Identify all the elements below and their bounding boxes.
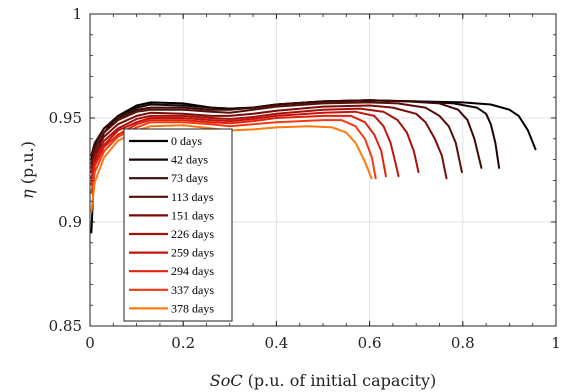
- legend-label: 294 days: [171, 264, 214, 278]
- legend-label: 113 days: [171, 190, 214, 204]
- x-tick-label: 0.8: [451, 334, 475, 352]
- y-axis-label: η (p.u.): [18, 141, 37, 199]
- series-lines: [90, 99, 537, 234]
- series-line: [90, 107, 420, 174]
- legend-label: 0 days: [171, 134, 202, 148]
- grid-lines: [90, 14, 556, 326]
- legend-label: 151 days: [171, 208, 214, 222]
- legend-label: 337 days: [171, 283, 214, 297]
- series-line: [90, 99, 483, 169]
- axis-ticks: 0 0.2 0.4 0.6 0.8 1 0.85 0.9 0.95 1: [49, 5, 561, 352]
- legend-label: 42 days: [171, 153, 208, 167]
- legend: 0 days 42 days 73 days 113 days 151 days 226 …: [123, 128, 233, 322]
- y-tick-label: 0.85: [49, 317, 82, 335]
- legend-label: 259 days: [171, 246, 214, 260]
- x-tick-label: 1: [551, 334, 561, 352]
- series-line: [90, 101, 463, 174]
- x-axis-label: SoC (p.u. of initial capacity): [210, 371, 437, 390]
- x-tick-label: 0.4: [264, 334, 288, 352]
- x-tick-label: 0.2: [171, 334, 195, 352]
- legend-label: 73 days: [171, 171, 208, 185]
- series-line: [90, 114, 387, 186]
- y-tick-label: 0.95: [49, 109, 82, 127]
- x-tick-label: 0.6: [358, 334, 382, 352]
- legend-label: 226 days: [171, 227, 214, 241]
- y-tick-label: 1: [72, 5, 82, 23]
- series-line: [90, 110, 400, 180]
- series-line: [90, 119, 377, 194]
- y-tick-label: 0.9: [58, 213, 82, 231]
- x-tick-label: 0: [85, 334, 95, 352]
- series-line: [90, 104, 448, 180]
- legend-label: 378 days: [171, 301, 214, 315]
